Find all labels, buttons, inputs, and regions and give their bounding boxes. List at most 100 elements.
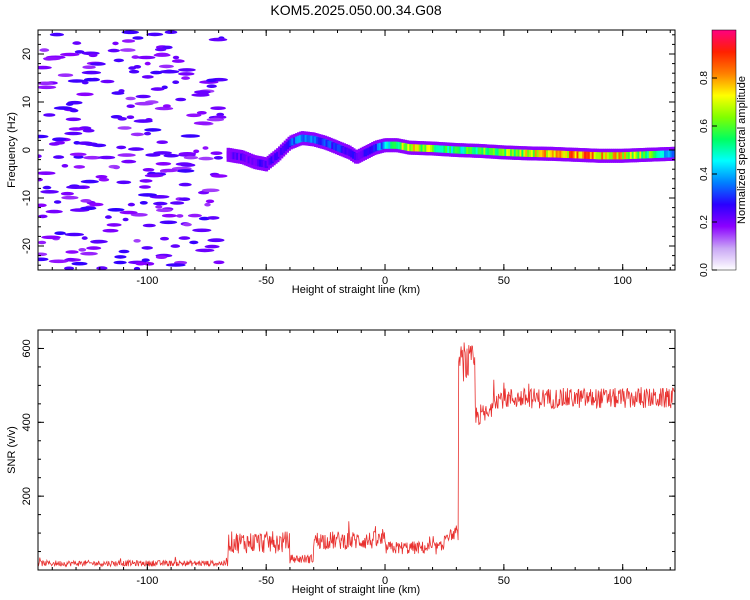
ridge-cell [629, 151, 634, 159]
noise-speck [134, 101, 154, 106]
noise-speck [205, 199, 215, 204]
noise-speck [143, 131, 152, 136]
ridge-cell [496, 148, 501, 156]
y-tick-label: 0 [21, 147, 33, 153]
ridge-cell [384, 141, 388, 149]
ridge-cell [601, 152, 605, 160]
noise-speck [171, 59, 185, 63]
noise-speck [216, 112, 225, 117]
noise-speck [207, 238, 225, 243]
ridge-cell [650, 151, 655, 159]
ridge-cell [595, 152, 599, 160]
noise-speck [211, 174, 228, 178]
ridge-cell [523, 149, 527, 157]
ridge-cell [606, 152, 611, 160]
ridge-cell [544, 150, 548, 158]
spectrogram-x-axis-label: Height of straight line (km) [292, 284, 420, 296]
ridge-cell [593, 152, 597, 160]
ridge-cell [614, 152, 618, 160]
noise-speck [53, 155, 65, 159]
colorbar-tick-label: 0.2 [699, 215, 710, 229]
noise-speck [141, 246, 153, 250]
ridge-cell [584, 151, 588, 159]
ridge-cell [298, 135, 303, 143]
colorbar-gradient [711, 29, 737, 271]
noise-speck [89, 202, 104, 207]
ridge-cell [565, 151, 569, 158]
ridge-cell [279, 147, 284, 155]
ridge-cell [553, 150, 558, 158]
noise-speck [121, 159, 137, 164]
ridge-cell [641, 151, 645, 159]
ridge-cell [530, 150, 535, 157]
noise-speck [68, 127, 84, 131]
noise-speck [178, 68, 196, 72]
noise-speck [178, 152, 197, 156]
ridge-cell [481, 147, 485, 155]
noise-speck [128, 69, 140, 74]
ridge-cell [314, 136, 318, 144]
noise-speck [43, 56, 61, 61]
ridge-cell [517, 149, 521, 157]
spectrogram-heatmap [38, 30, 675, 270]
ridge-cell [660, 150, 664, 158]
ridge-cell [356, 153, 360, 161]
noise-speck [159, 69, 180, 74]
noise-speck [119, 48, 136, 52]
noise-speck [196, 111, 207, 115]
ridge-cell [546, 150, 550, 158]
noise-speck [121, 39, 136, 43]
ridge-cell [513, 149, 518, 157]
ridge-cell [257, 159, 261, 167]
noise-speck [210, 106, 226, 110]
noise-speck [95, 175, 108, 179]
snr-series-line [38, 342, 675, 568]
noise-speck [198, 156, 214, 161]
ridge-cell [664, 150, 668, 158]
noise-speck [172, 80, 180, 84]
ridge-cell [612, 152, 617, 160]
ridge-cell [426, 144, 430, 152]
ridge-cell [241, 154, 246, 162]
ridge-cell [483, 147, 487, 155]
ridge-cell [454, 146, 459, 154]
noise-speck [163, 153, 179, 158]
noise-speck [74, 50, 85, 54]
ridge-cell [449, 146, 453, 154]
ridge-cell [291, 138, 295, 146]
noise-speck [142, 223, 156, 228]
ridge-cell [538, 150, 542, 158]
noise-speck [206, 216, 220, 220]
noise-speck [208, 37, 228, 42]
ridge-cell [555, 150, 559, 158]
ridge-cell [376, 143, 381, 151]
ridge-cell [266, 159, 270, 167]
noise-speck [49, 32, 64, 37]
x-tick-label: -50 [258, 275, 274, 287]
noise-speck [48, 259, 69, 264]
noise-speck [158, 64, 174, 69]
ridge-cell [317, 137, 322, 145]
ridge-cell [673, 150, 675, 158]
noise-speck [122, 217, 129, 222]
noise-speck [42, 185, 52, 190]
noise-speck [119, 210, 138, 215]
noise-speck [135, 94, 151, 99]
ridge-cell [346, 148, 350, 156]
noise-speck [102, 228, 119, 233]
ridge-cell [342, 146, 346, 154]
noise-speck [38, 85, 57, 90]
ridge-cell [433, 145, 438, 153]
ridge-cell [626, 152, 630, 160]
spectrogram-x-ticks: -100 -50 0 50 100 [51, 30, 671, 287]
noise-speck [38, 257, 49, 262]
ridge-cell [589, 152, 594, 159]
ridge-cell [369, 146, 373, 154]
noise-speck [193, 149, 200, 154]
ridge-cell [432, 145, 436, 153]
ridge-cell [586, 151, 590, 159]
ridge-cell [618, 152, 622, 160]
ridge-cell [373, 144, 377, 152]
ridge-cell [437, 145, 442, 153]
